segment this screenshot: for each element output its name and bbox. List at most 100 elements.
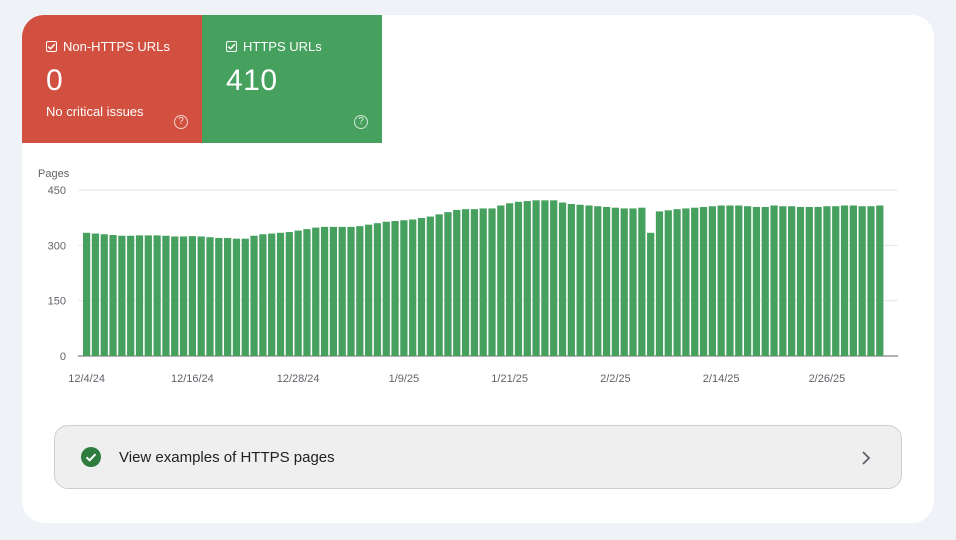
chart-bar (250, 235, 258, 356)
chart-bar (409, 219, 417, 356)
chart-bar (664, 210, 672, 356)
chart-bar (144, 235, 152, 356)
chart-bar (858, 206, 866, 356)
chart-bar (320, 226, 329, 356)
https-report-card: Non-HTTPS URLs 0 No critical issues ? HT… (22, 15, 934, 523)
non-https-urls-tile[interactable]: Non-HTTPS URLs 0 No critical issues ? (22, 15, 202, 143)
chart-bar (100, 234, 108, 356)
chart-bar (118, 235, 126, 356)
chart-bar (391, 220, 399, 356)
chart-bar (876, 205, 884, 356)
chart-bar (382, 221, 390, 356)
pages-bar-chart: Pages 0 150 300 450 12/4/24 12/16/24 12/28/24 1/… (38, 168, 898, 385)
chart-bar (303, 229, 311, 356)
chart-bar (259, 234, 267, 356)
help-circle-icon[interactable]: ? (354, 115, 368, 129)
chart-bar (347, 226, 355, 356)
chart-bar (550, 200, 558, 356)
chart-bar (453, 209, 461, 356)
chart-bar (365, 224, 373, 356)
tile-subtitle: No critical issues (46, 104, 144, 119)
view-examples-label: View examples of HTTPS pages (119, 448, 335, 466)
help-circle-icon[interactable]: ? (174, 115, 188, 129)
chart-bar (761, 206, 769, 356)
chart-bar (338, 226, 346, 356)
chart-bar (461, 209, 470, 356)
chart-bar (699, 206, 708, 356)
chart-bar (91, 233, 100, 356)
chart-bar (109, 235, 117, 356)
y-tick-label: 450 (48, 185, 66, 197)
chart-bar (83, 232, 91, 356)
chart-bar (179, 236, 188, 356)
chart-bar (726, 205, 734, 356)
tile-value: 0 (46, 64, 64, 97)
chart-bar (215, 237, 223, 356)
x-tick-label: 2/2/25 (600, 373, 631, 385)
tile-label: HTTPS URLs (243, 39, 322, 54)
chart-bar (708, 206, 716, 356)
check-circle-icon (81, 447, 101, 467)
chart-bar (840, 205, 849, 356)
chart-bar (823, 206, 831, 356)
checkbox-checked-icon[interactable] (46, 41, 57, 52)
tile-label: Non-HTTPS URLs (63, 39, 170, 54)
chart-bar (506, 203, 514, 356)
chart-bar (585, 205, 593, 356)
chart-bar (356, 226, 364, 356)
y-tick-label: 150 (48, 296, 66, 308)
chart-bar (400, 220, 408, 356)
chart-bar (655, 211, 664, 356)
chart-bar (417, 218, 426, 356)
y-tick-label: 0 (60, 351, 66, 363)
chart-bar (294, 230, 302, 356)
chart-bar (532, 200, 540, 356)
chart-bar (373, 223, 382, 356)
chart-bar (779, 206, 787, 356)
chart-bar (444, 212, 452, 356)
chart-bar (814, 206, 822, 356)
chart-bar (849, 205, 857, 356)
chart-bar (135, 235, 144, 356)
chart-bar (276, 232, 285, 356)
chart-bar (638, 207, 646, 356)
chart-bar (567, 204, 575, 356)
chart-bar (232, 238, 241, 356)
chart-bar (576, 204, 584, 356)
chevron-right-icon (862, 451, 871, 465)
chart-bar (479, 208, 487, 356)
chart-bar (788, 206, 796, 356)
chart-bar (523, 201, 531, 356)
chart-bar (312, 227, 320, 356)
chart-bar (153, 235, 161, 356)
y-axis-title: Pages (38, 168, 70, 180)
x-tick-label: 1/21/25 (491, 373, 528, 385)
chart-bar (602, 206, 611, 356)
chart-bar (629, 208, 637, 356)
x-tick-label: 12/28/24 (277, 373, 320, 385)
chart-bar (497, 205, 505, 356)
chart-bar (470, 209, 479, 356)
https-urls-tile[interactable]: HTTPS URLs 410 ? (202, 15, 382, 143)
chart-bar (743, 206, 752, 356)
chart-bar (426, 216, 434, 356)
checkbox-checked-icon[interactable] (226, 41, 237, 52)
chart-bar (691, 207, 699, 356)
chart-bar (770, 205, 778, 356)
chart-bar (171, 236, 179, 356)
tile-value: 410 (226, 64, 278, 97)
chart-bar (832, 206, 840, 356)
chart-bar (206, 237, 214, 356)
chart-bar (162, 235, 170, 356)
chart-bar (647, 232, 655, 356)
chart-bar (514, 201, 523, 356)
view-examples-button[interactable]: View examples of HTTPS pages (54, 425, 902, 489)
chart-bar (188, 236, 196, 356)
chart-bar (224, 237, 232, 356)
chart-bar (541, 200, 549, 356)
x-tick-label: 2/26/25 (809, 373, 846, 385)
chart-bar (752, 206, 761, 356)
chart-bar (197, 236, 205, 356)
chart-bar (682, 208, 690, 356)
y-tick-label: 300 (48, 240, 66, 252)
